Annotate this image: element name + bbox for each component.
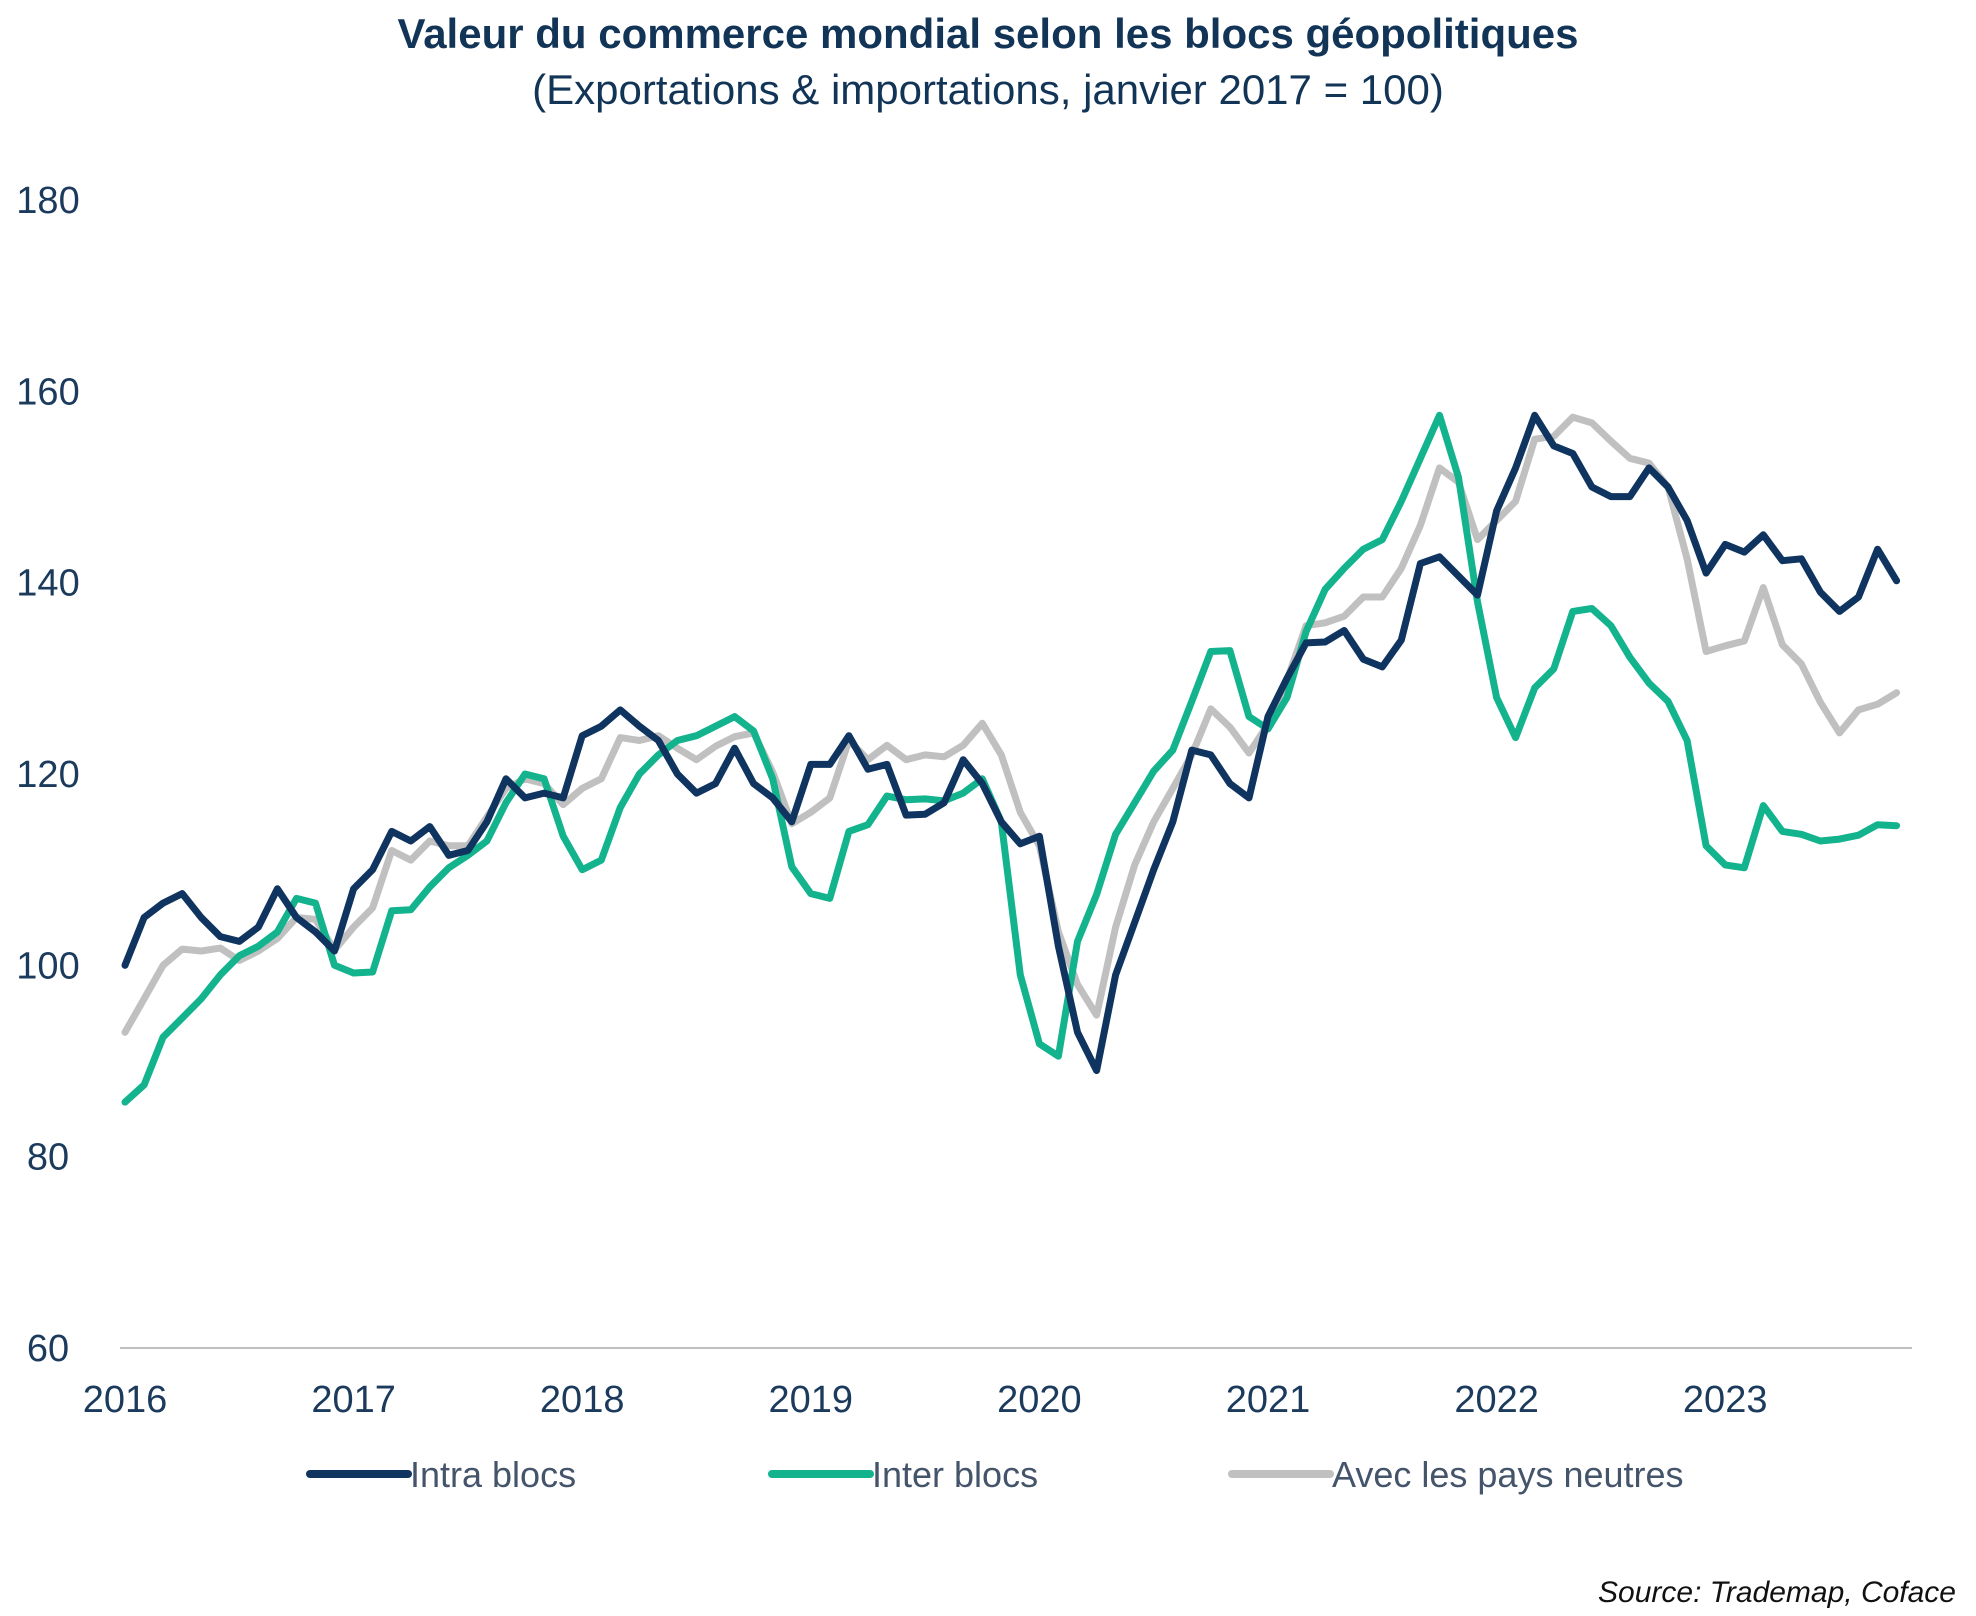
- x-tick-label: 2019: [769, 1379, 854, 1421]
- y-tick-label: 100: [16, 945, 79, 987]
- x-tick-label: 2016: [83, 1379, 168, 1421]
- legend-label: Intra blocs: [410, 1454, 576, 1495]
- y-tick-label: 160: [16, 371, 79, 413]
- legend: Intra blocs Inter blocs Avec les pays neut…: [306, 1454, 1684, 1495]
- series-line-3: [121, 413, 1901, 1036]
- x-axis-ticks: 2016 2017 2018 2019 2020 2021 2022 2023: [83, 1379, 1768, 1421]
- series-line-2: [121, 411, 1901, 1106]
- x-tick-label: 2023: [1683, 1379, 1768, 1421]
- chart-subtitle: (Exportations & importations, janvier 20…: [532, 66, 1444, 113]
- x-tick-label: 2020: [997, 1379, 1082, 1421]
- x-tick-label: 2018: [540, 1379, 625, 1421]
- y-tick-label: 140: [16, 563, 79, 605]
- x-tick-label: 2017: [311, 1379, 396, 1421]
- y-tick-label: 80: [27, 1137, 69, 1179]
- y-axis-ticks: 60 80 100 120 140 160 180: [16, 180, 79, 1370]
- legend-label: Avec les pays neutres: [1332, 1454, 1684, 1495]
- chart-title: Valeur du commerce mondial selon les blo…: [397, 10, 1579, 57]
- x-tick-label: 2022: [1454, 1379, 1539, 1421]
- y-tick-label: 180: [16, 180, 79, 222]
- source-note: Source: Trademap, Coface: [1598, 1576, 1956, 1609]
- series-line-1: [121, 411, 1901, 1075]
- x-tick-label: 2021: [1226, 1379, 1311, 1421]
- legend-label: Inter blocs: [872, 1454, 1038, 1495]
- y-tick-label: 60: [27, 1328, 69, 1370]
- series-lines: [121, 411, 1901, 1106]
- y-tick-label: 120: [16, 754, 79, 796]
